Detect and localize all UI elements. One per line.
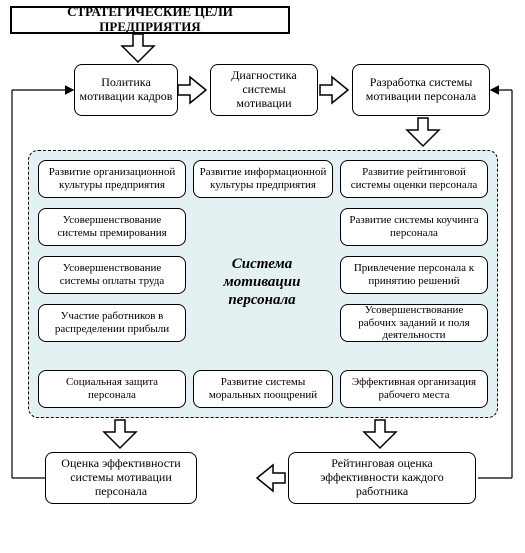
node-eval-text: Оценка эффективности системы мотивации п…	[50, 457, 192, 498]
node-mid-bottom: Развитие системы моральных поощрений	[193, 370, 333, 408]
node-right-2: Привлечение персонала к принятию решений	[340, 256, 488, 294]
node-left-1: Усовершенствование системы премирования	[38, 208, 186, 246]
node-policy-text: Политика мотивации кадров	[79, 76, 173, 104]
node-right-4: Эффективная организация рабочего места	[340, 370, 488, 408]
node-left-0-text: Развитие организационной культуры предпр…	[43, 166, 181, 191]
node-left-3-text: Участие работников в распределении прибы…	[43, 310, 181, 335]
title-box: СТРАТЕГИЧЕСКИЕ ЦЕЛИ ПРЕДПРИЯТИЯ	[10, 6, 290, 34]
node-left-4-text: Социальная защита персонала	[43, 376, 181, 401]
node-development: Разработка системы мотивации персонала	[352, 64, 490, 116]
node-right-2-text: Привлечение персонала к принятию решений	[345, 262, 483, 287]
node-left-3: Участие работников в распределении прибы…	[38, 304, 186, 342]
node-diagnostics-text: Диагностика системы мотивации	[215, 69, 313, 110]
node-right-4-text: Эффективная организация рабочего места	[345, 376, 483, 401]
node-right-3-text: Усовершенствование рабочих заданий и пол…	[345, 304, 483, 342]
node-left-0: Развитие организационной культуры предпр…	[38, 160, 186, 198]
node-eval: Оценка эффективности системы мотивации п…	[45, 452, 197, 504]
node-rating-text: Рейтинговая оценка эффективности каждого…	[293, 457, 471, 498]
node-mid-top-text: Развитие информационной культуры предпри…	[198, 166, 328, 191]
node-policy: Политика мотивации кадров	[74, 64, 178, 116]
node-right-3: Усовершенствование рабочих заданий и пол…	[340, 304, 488, 342]
node-right-1-text: Развитие системы коучинга персонала	[345, 214, 483, 239]
title-text: СТРАТЕГИЧЕСКИЕ ЦЕЛИ ПРЕДПРИЯТИЯ	[20, 5, 280, 35]
node-diagnostics: Диагностика системы мотивации	[210, 64, 318, 116]
node-rating: Рейтинговая оценка эффективности каждого…	[288, 452, 476, 504]
node-left-1-text: Усовершенствование системы премирования	[43, 214, 181, 239]
node-right-0-text: Развитие рейтинговой системы оценки перс…	[345, 166, 483, 191]
node-right-1: Развитие системы коучинга персонала	[340, 208, 488, 246]
center-label: Система мотивации персонала	[202, 255, 322, 309]
node-mid-bottom-text: Развитие системы моральных поощрений	[198, 376, 328, 401]
diagram-canvas: СТРАТЕГИЧЕСКИЕ ЦЕЛИ ПРЕДПРИЯТИЯ Политика…	[0, 0, 525, 553]
center-label-text: Система мотивации персонала	[224, 256, 301, 308]
node-left-2-text: Усовершенствование системы оплаты труда	[43, 262, 181, 287]
node-left-4: Социальная защита персонала	[38, 370, 186, 408]
node-mid-top: Развитие информационной культуры предпри…	[193, 160, 333, 198]
node-right-0: Развитие рейтинговой системы оценки перс…	[340, 160, 488, 198]
node-development-text: Разработка системы мотивации персонала	[357, 76, 485, 104]
node-left-2: Усовершенствование системы оплаты труда	[38, 256, 186, 294]
